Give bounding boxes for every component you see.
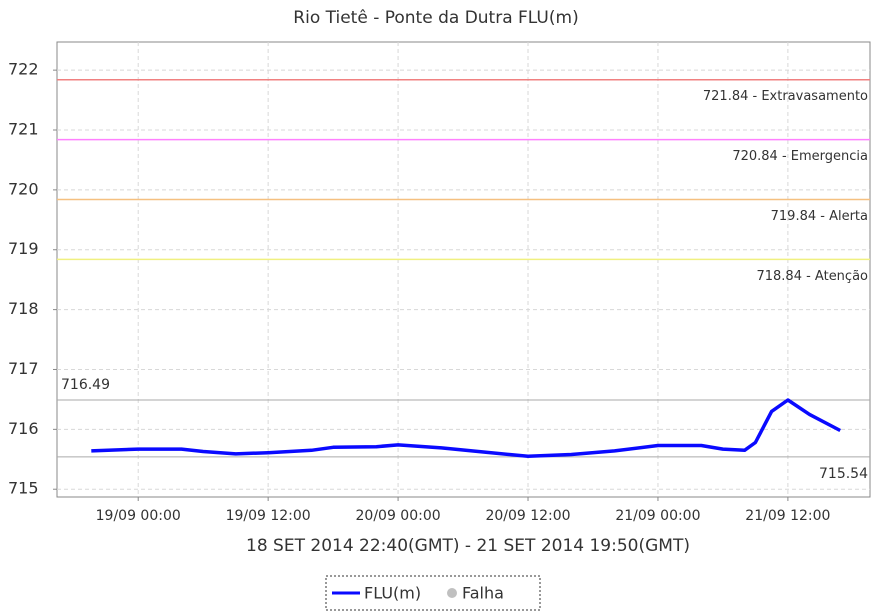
min-label: 715.54 [819, 466, 868, 482]
threshold-label: 719.84 - Alerta [771, 209, 868, 224]
plot-area [56, 41, 871, 498]
legend-label: Falha [462, 584, 504, 603]
legend-label: FLU(m) [364, 584, 421, 603]
y-tick-label: 717 [8, 359, 39, 378]
chart-title: Rio Tietê - Ponte da Dutra FLU(m) [293, 8, 578, 28]
max-label: 716.49 [61, 377, 110, 393]
data-line [91, 398, 842, 459]
x-tick-label: 21/09 00:00 [615, 508, 700, 524]
y-tick-label: 721 [8, 120, 39, 139]
threshold-label: 720.84 - Emergencia [732, 149, 868, 164]
y-tick-label: 716 [8, 419, 39, 438]
legend-swatch [447, 588, 457, 598]
x-tick-label: 20/09 12:00 [485, 508, 570, 524]
threshold-label: 721.84 - Extravasamento [703, 89, 868, 104]
threshold-label: 718.84 - Atenção [756, 269, 868, 284]
y-tick-label: 718 [8, 299, 39, 318]
y-tick-label: 722 [8, 60, 39, 79]
x-tick-label: 21/09 12:00 [745, 508, 830, 524]
legend-box [325, 575, 541, 611]
y-tick-label: 720 [8, 179, 39, 198]
x-tick-label: 20/09 00:00 [356, 508, 441, 524]
x-tick-label: 19/09 00:00 [96, 508, 181, 524]
x-tick-label: 19/09 12:00 [226, 508, 311, 524]
y-tick-label: 715 [8, 479, 39, 498]
y-tick-label: 719 [8, 239, 39, 258]
x-axis-label: 18 SET 2014 22:40(GMT) - 21 SET 2014 19:… [246, 536, 690, 556]
